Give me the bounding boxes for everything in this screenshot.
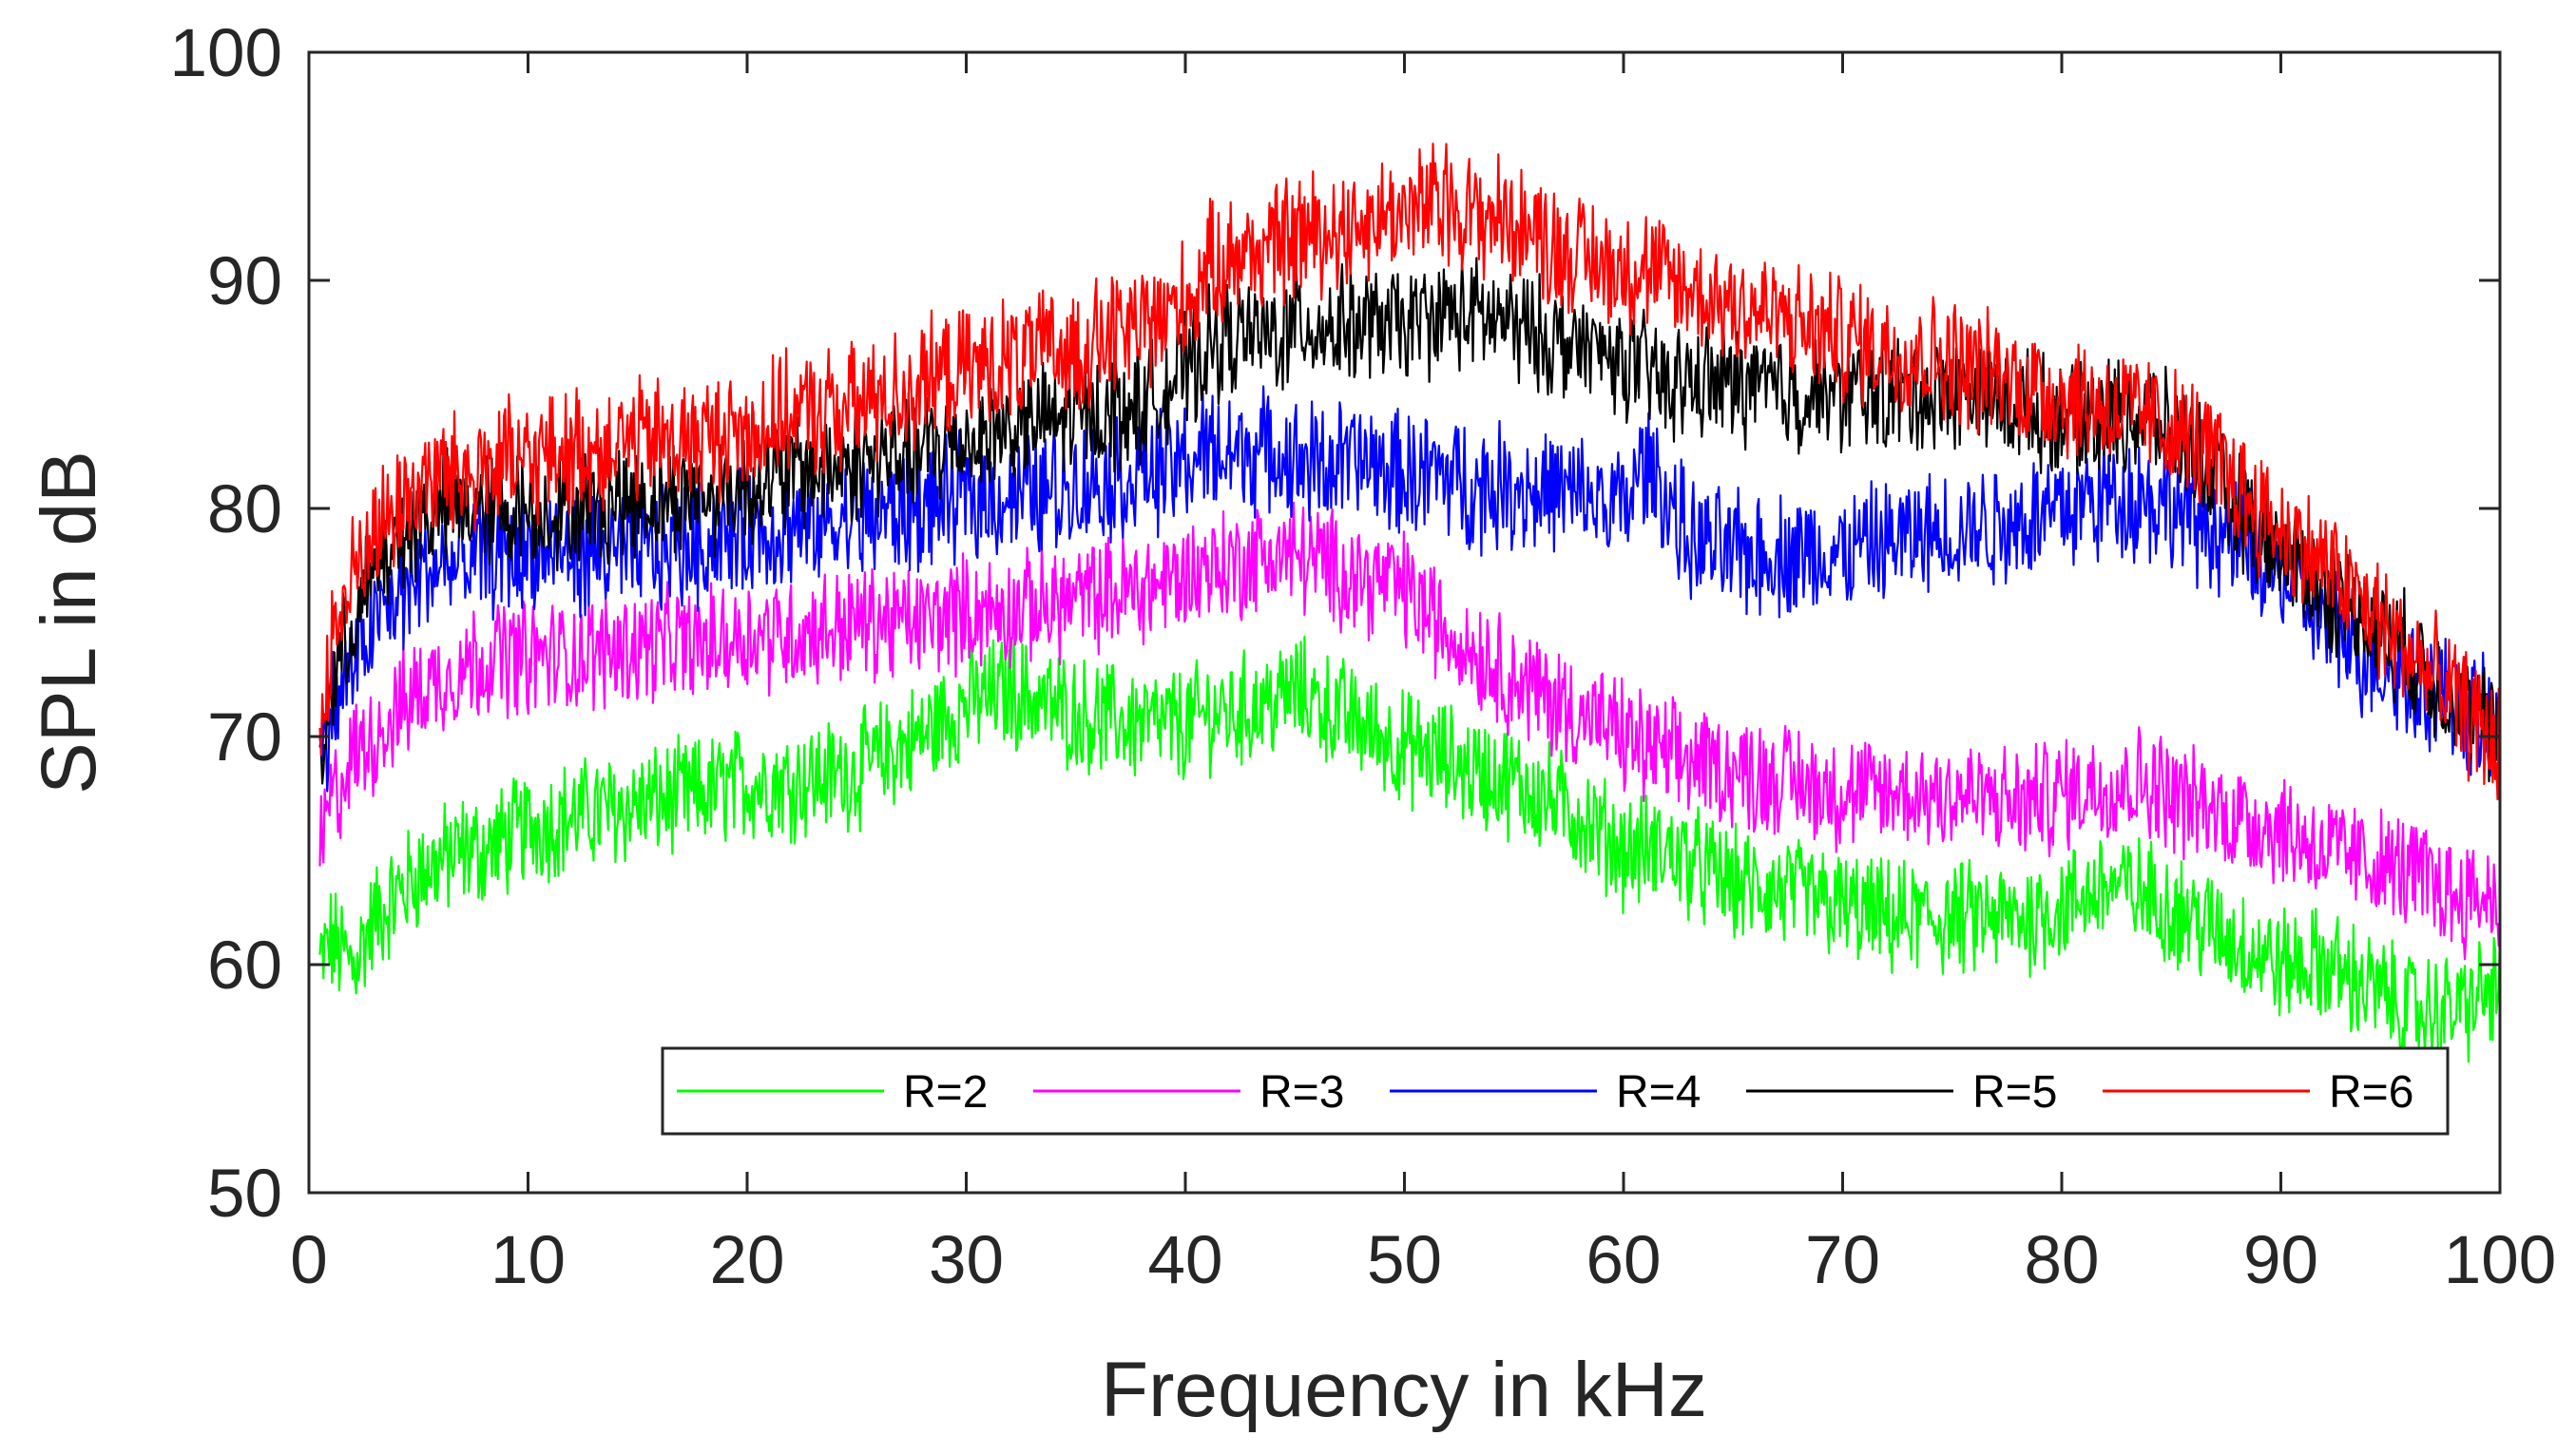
x-tick-label: 30 (929, 1223, 1004, 1298)
x-tick-label: 0 (290, 1223, 328, 1298)
ticks-layer: 0 10 20 30 40 50 60 70 80 90 100 50 60 70 80 90 100 (170, 16, 2557, 1298)
legend-label: R=3 (1259, 1067, 1344, 1118)
series-line-r-3 (318, 501, 2500, 961)
legend-label: R=2 (903, 1067, 988, 1118)
axes-box (307, 50, 2502, 1195)
y-axis-title: SPL in dB (26, 450, 112, 795)
x-tick-label: 60 (1586, 1223, 1662, 1298)
x-tick-label: 10 (490, 1223, 566, 1298)
y-tick-label: 90 (207, 244, 282, 319)
legend-label: R=4 (1616, 1067, 1701, 1118)
legend-label: R=6 (2329, 1067, 2413, 1118)
series-line-r-6 (318, 143, 2500, 801)
y-tick-label: 100 (170, 16, 282, 91)
x-tick-label: 20 (710, 1223, 785, 1298)
legend-label: R=5 (1972, 1067, 2057, 1118)
x-tick-label: 100 (2444, 1223, 2556, 1298)
series-line-r-4 (318, 385, 2500, 793)
x-tick-label: 50 (1367, 1223, 1442, 1298)
x-tick-label: 40 (1148, 1223, 1223, 1298)
x-tick-label: 70 (1805, 1223, 1880, 1298)
series-line-r-5 (318, 257, 2500, 785)
series-layer (318, 143, 2500, 1064)
y-tick-label: 70 (207, 700, 282, 775)
x-axis-title: Frequency in kHz (1101, 1347, 1707, 1433)
x-tick-label: 80 (2025, 1223, 2100, 1298)
x-tick-label: 90 (2243, 1223, 2318, 1298)
y-tick-label: 50 (207, 1157, 282, 1232)
series-line-r-2 (318, 635, 2500, 1064)
legend: R=2 R=3 R=4 R=5 R=6 (661, 1046, 2450, 1136)
y-tick-label: 60 (207, 929, 282, 1004)
y-tick-label: 80 (207, 472, 282, 547)
